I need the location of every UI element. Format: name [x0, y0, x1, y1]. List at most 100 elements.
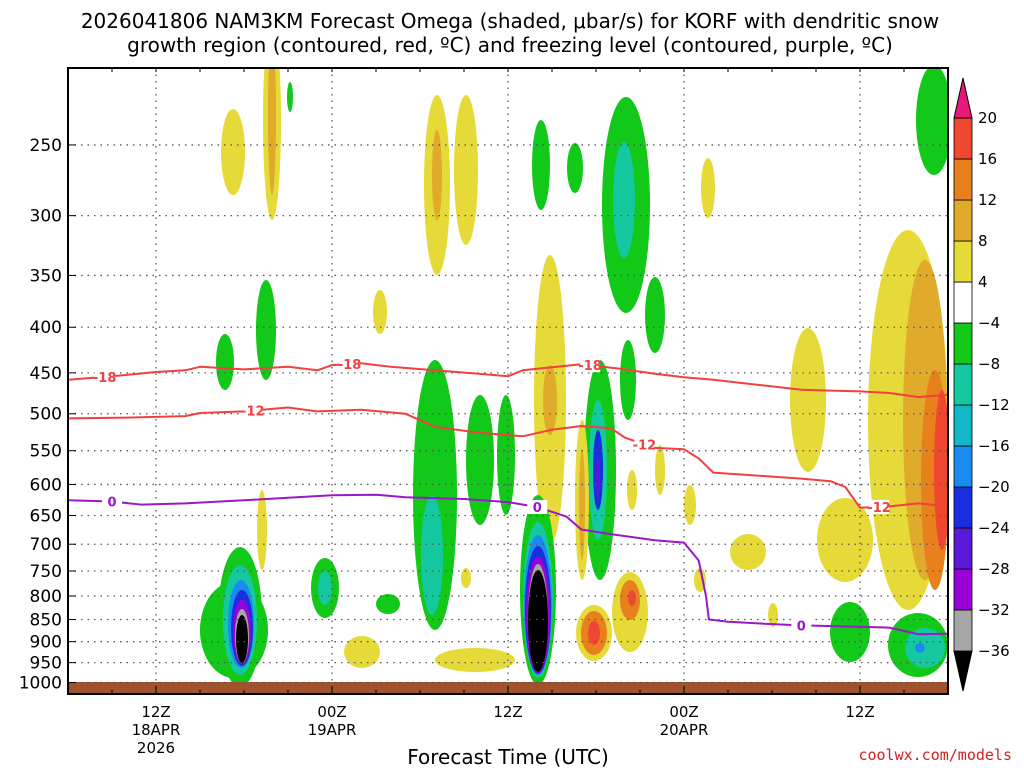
- omega-shade: [236, 615, 248, 663]
- contour-labels: -18 -18 -18 -12 -12 -12 0 0 0: [93, 356, 891, 634]
- omega-shade: [628, 590, 636, 606]
- y-tick-label: 250: [30, 136, 62, 156]
- omega-shade: [579, 450, 585, 560]
- contour-label-bg: [242, 403, 263, 418]
- y-tick-label: 750: [30, 562, 62, 582]
- y-tick-label: 500: [30, 405, 62, 425]
- colorbar-swatch: [953, 609, 973, 652]
- chart-title-line2: growth region (contoured, red, ºC) and f…: [127, 33, 893, 57]
- y-tick-label: 600: [30, 475, 62, 495]
- contour-line: [68, 362, 948, 399]
- x-tick-label: 00Z: [669, 703, 698, 721]
- omega-shade: [588, 621, 600, 645]
- contour-label: 0: [797, 619, 806, 634]
- contour-label: -18: [578, 359, 602, 374]
- y-tick-label: 900: [30, 633, 62, 653]
- omega-shade: [645, 277, 665, 353]
- omega-shade: [915, 643, 925, 653]
- x-tick-label: 12Z: [141, 703, 170, 721]
- omega-shade: [287, 82, 293, 112]
- omega-shade: [497, 395, 515, 515]
- colorbar-swatch: [953, 322, 973, 365]
- omega-shade: [528, 570, 548, 672]
- colorbar-tick-label: −24: [978, 519, 1010, 537]
- omega-shade: [432, 130, 442, 220]
- colorbar-tick-label: 12: [978, 191, 997, 209]
- colorbar-tick-label: −32: [978, 601, 1010, 619]
- omega-shade: [461, 568, 471, 588]
- contour-label: 0: [533, 501, 542, 516]
- colorbar-swatch: [953, 486, 973, 529]
- contour-label-bg: [527, 500, 548, 515]
- contour-label-bg: [339, 356, 360, 371]
- colorbar-swatch: [953, 199, 973, 242]
- y-tick-label: 400: [30, 318, 62, 338]
- contour-label-bg: [102, 494, 122, 509]
- colorbar-swatch: [953, 404, 973, 447]
- x-axis-title: Forecast Time (UTC): [407, 745, 609, 768]
- contour-label-bg: [791, 618, 812, 633]
- colorbar-tick-label: −36: [978, 642, 1010, 660]
- y-tick-label: 300: [30, 207, 62, 227]
- contour-label: -18: [93, 371, 117, 386]
- omega-shade: [684, 485, 696, 525]
- colorbar-tick-label: −12: [978, 396, 1010, 414]
- credit-text: coolwx.com/models: [858, 746, 1012, 764]
- y-tick-label: 350: [30, 266, 62, 286]
- contour-label-bg: [869, 499, 890, 514]
- omega-shade: [596, 458, 600, 498]
- colorbar-tick-label: 4: [978, 273, 988, 291]
- colorbar-tick-label: −8: [978, 355, 1000, 373]
- y-axis: 2503003504004505005506006507007508008509…: [19, 136, 76, 694]
- y-tick-label: 800: [30, 587, 62, 607]
- omega-shade: [435, 648, 515, 672]
- y-tick-label: 450: [30, 364, 62, 384]
- colorbar-tick-label: 8: [978, 232, 988, 250]
- x-tick-date-label: 19APR: [308, 721, 357, 739]
- x-tick-label: 12Z: [845, 703, 874, 721]
- x-tick-year-label: 2026: [137, 739, 175, 757]
- contour-label: -12: [867, 501, 891, 516]
- omega-shade: [567, 143, 583, 193]
- omega-shade: [701, 158, 715, 218]
- omega-shade: [620, 340, 636, 420]
- y-tick-label: 650: [30, 506, 62, 526]
- omega-shade: [790, 328, 826, 472]
- contour-label: -18: [338, 358, 362, 373]
- omega-shade: [768, 603, 778, 627]
- colorbar-swatch: [953, 363, 973, 406]
- colorbar-tick-label: −16: [978, 437, 1010, 455]
- y-tick-label: 850: [30, 611, 62, 631]
- omega-shade: [318, 571, 332, 605]
- colorbar-swatch: [953, 158, 973, 201]
- omega-shade: [817, 498, 873, 582]
- omega-shade: [830, 602, 870, 662]
- omega-shade: [344, 636, 380, 668]
- colorbar: −36 −32 −28 −24 −20 −16 −12 −8 −4 4 8 12 16 20: [953, 77, 1010, 692]
- colorbar-extend-high: [953, 77, 973, 119]
- y-tick-label: 950: [30, 654, 62, 674]
- colorbar-swatch: [953, 117, 973, 160]
- contour-label-bg: [580, 358, 601, 373]
- omega-shade: [543, 365, 557, 435]
- omega-shade: [655, 445, 665, 495]
- omega-shade: [376, 594, 400, 614]
- omega-shade: [216, 334, 234, 390]
- x-tick-label: 12Z: [493, 703, 522, 721]
- omega-shade: [421, 495, 443, 615]
- contour-line: [68, 406, 948, 509]
- contour-label-bg: [94, 369, 115, 384]
- colorbar-swatch: [953, 281, 973, 324]
- contour-label: 0: [107, 496, 116, 511]
- y-tick-label: 550: [30, 442, 62, 462]
- omega-shade: [730, 534, 766, 570]
- omega-shade: [916, 68, 948, 175]
- colorbar-tick-label: −4: [978, 314, 1000, 332]
- omega-shade: [373, 290, 387, 334]
- chart-title-line1: 2026041806 NAM3KM Forecast Omega (shaded…: [81, 9, 939, 33]
- colorbar-swatch: [953, 527, 973, 570]
- omega-shade: [221, 109, 245, 195]
- omega-shade: [257, 490, 267, 570]
